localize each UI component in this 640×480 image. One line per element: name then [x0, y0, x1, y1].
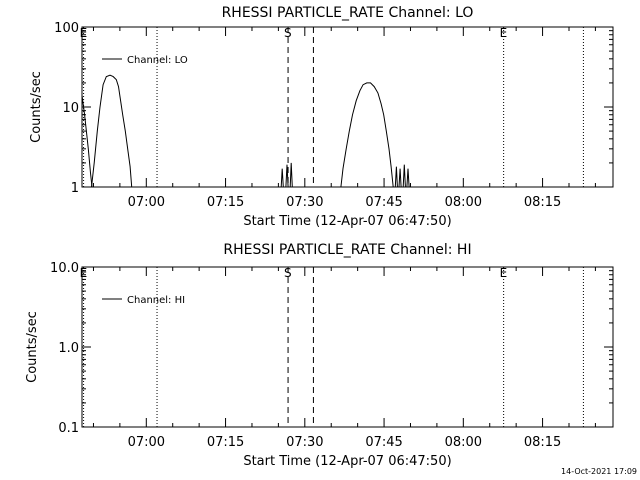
series-line-segment	[289, 162, 293, 188]
footer-timestamp: 14-Oct-2021 17:09	[561, 467, 637, 476]
series-line-segment	[280, 168, 284, 188]
series-line-segment	[285, 164, 289, 188]
x-tick-label: 08:00	[445, 435, 482, 450]
y-axis-label: Counts/sec	[25, 311, 40, 383]
series-line-segment	[394, 166, 398, 188]
x-tick-label: 07:15	[207, 195, 244, 210]
marker-label-e: E	[80, 26, 88, 40]
series-line-segment	[91, 74, 133, 188]
y-tick-label: 100	[54, 21, 79, 36]
x-tick-label: 07:45	[365, 195, 402, 210]
x-tick-label: 07:00	[128, 195, 165, 210]
marker-label-e: E	[80, 266, 88, 280]
legend-label: Channel: LO	[127, 55, 188, 66]
series-line-segment	[398, 168, 402, 188]
plot-frame	[81, 26, 614, 188]
y-axis-label: Counts/sec	[29, 71, 44, 143]
panel-lo: RHESSI PARTICLE_RATE Channel: LO 1 10 100 Co…	[29, 5, 614, 229]
marker-label-e: E	[500, 26, 508, 40]
y-tick-label: 10	[62, 101, 79, 116]
series-line-segment	[402, 164, 406, 188]
x-tick-label: 08:15	[524, 195, 561, 210]
marker-label-s: S	[284, 26, 292, 40]
series-line-segment	[81, 95, 93, 188]
x-tick-label: 07:15	[207, 435, 244, 450]
chart-title: RHESSI PARTICLE_RATE Channel: HI	[223, 242, 471, 258]
legend-label: Channel: HI	[127, 295, 185, 306]
plot-frame	[81, 266, 614, 428]
x-tick-label: 08:15	[524, 435, 561, 450]
x-tick-label: 07:30	[286, 435, 323, 450]
marker-label-e: E	[500, 266, 508, 280]
y-tick-label: 0.1	[58, 421, 79, 436]
y-tick-label: 1	[71, 181, 79, 196]
x-axis-label: Start Time (12-Apr-07 06:47:50)	[243, 214, 451, 229]
x-axis-label: Start Time (12-Apr-07 06:47:50)	[243, 454, 451, 469]
x-tick-label: 07:45	[365, 435, 402, 450]
y-tick-label: 1.0	[58, 341, 79, 356]
x-tick-label: 07:00	[128, 435, 165, 450]
chart-title: RHESSI PARTICLE_RATE Channel: LO	[222, 5, 474, 21]
series-line-segment	[406, 168, 410, 188]
series-line-segment	[340, 82, 394, 188]
x-tick-label: 08:00	[445, 195, 482, 210]
y-tick-label: 10.0	[50, 261, 79, 276]
x-tick-label: 07:30	[286, 195, 323, 210]
marker-label-s: S	[284, 266, 292, 280]
panel-hi: RHESSI PARTICLE_RATE Channel: HI 0.1 1.0 10…	[25, 242, 614, 469]
